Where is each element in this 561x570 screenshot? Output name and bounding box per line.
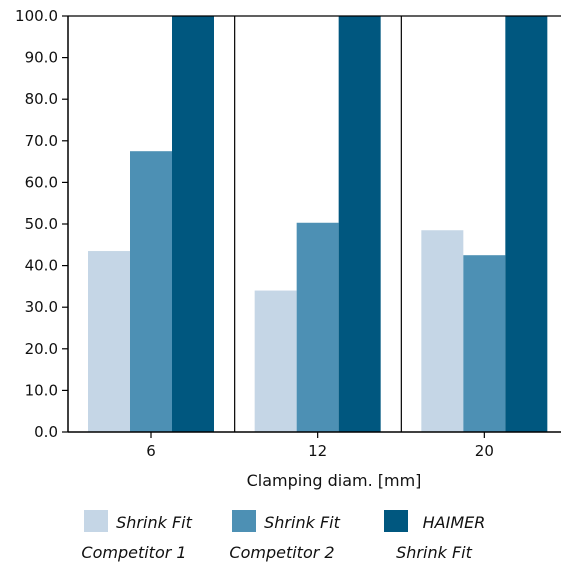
bar-20-series-2 [463, 255, 506, 432]
y-tick-label: 0.0 [34, 423, 58, 441]
legend-swatch-series-2 [232, 510, 256, 532]
x-tick-label: 12 [308, 442, 327, 460]
bar-6-series-3 [172, 16, 214, 432]
y-tick-label: 40.0 [25, 257, 58, 275]
legend-label-line: Shrink Fit [264, 513, 340, 532]
x-axis-title: Clamping diam. [mm] [247, 471, 422, 490]
legend-label-series-3: HAIMER Shrink Fit [396, 513, 485, 562]
y-tick-label: 90.0 [25, 49, 58, 67]
legend-label-line: Competitor 2 [229, 543, 334, 562]
legend-swatch-series-3 [384, 510, 408, 532]
bar-12-series-1 [254, 290, 297, 432]
bar-6-series-1 [88, 251, 130, 432]
y-tick-label: 10.0 [25, 381, 58, 399]
bar-6-series-2 [130, 151, 172, 432]
legend-swatch-series-1 [84, 510, 108, 532]
legend-label-line: Shrink Fit [116, 513, 192, 532]
plot-area [88, 16, 548, 432]
y-tick-label: 70.0 [25, 132, 58, 150]
x-tick-label: 20 [475, 442, 494, 460]
bar-12-series-3 [338, 16, 381, 432]
legend-label-line: Shrink Fit [396, 543, 472, 562]
y-tick-label: 80.0 [25, 90, 58, 108]
legend-label-series-2: Shrink Fit Competitor 2 [229, 513, 340, 562]
bar-20-series-1 [421, 230, 464, 432]
y-tick-label: 50.0 [25, 215, 58, 233]
y-tick-label: 30.0 [25, 298, 58, 316]
legend-label-series-1: Shrink Fit Competitor 1 [81, 513, 192, 562]
legend-label-line: HAIMER [423, 513, 486, 532]
y-tick-label: 100.0 [15, 7, 58, 25]
legend-label-line: Competitor 1 [81, 543, 186, 562]
axes: 0.0 10.0 20.0 30.0 40.0 50.0 60.0 70.0 80.0 90.0 1… [15, 7, 561, 460]
x-tick-label: 6 [146, 442, 156, 460]
legend: Shrink Fit Competitor 1 Shrink Fit Competit… [81, 510, 485, 562]
y-tick-label: 60.0 [25, 173, 58, 191]
bar-20-series-3 [505, 16, 548, 432]
y-tick-label: 20.0 [25, 340, 58, 358]
bar-12-series-2 [296, 222, 339, 432]
